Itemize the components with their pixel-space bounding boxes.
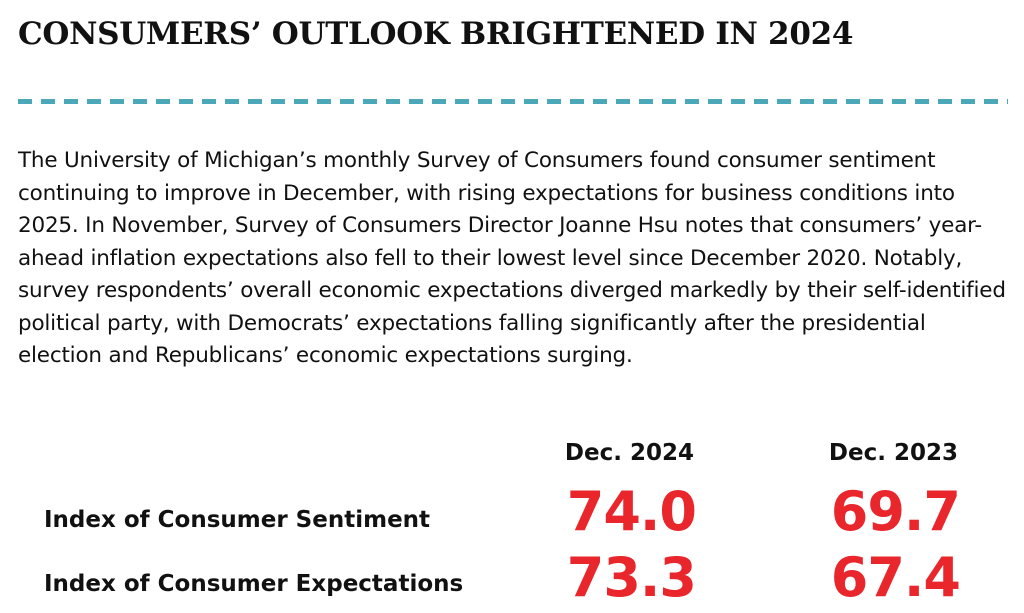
dashed-divider [18,99,1008,104]
page-title: CONSUMERS’ OUTLOOK BRIGHTENED IN 2024 [18,16,854,52]
value-expectations-dec-2023: 67.4 [830,546,961,609]
value-sentiment-dec-2024: 74.0 [566,480,697,543]
value-expectations-dec-2024: 73.3 [566,546,697,609]
column-header-dec-2024: Dec. 2024 [564,440,694,466]
value-sentiment-dec-2023: 69.7 [830,480,961,543]
column-header-dec-2023: Dec. 2023 [828,440,958,466]
body-paragraph: The University of Michigan’s monthly Sur… [18,148,1006,368]
row-label-consumer-expectations: Index of Consumer Expectations [44,571,464,597]
row-label-consumer-sentiment: Index of Consumer Sentiment [44,507,431,533]
